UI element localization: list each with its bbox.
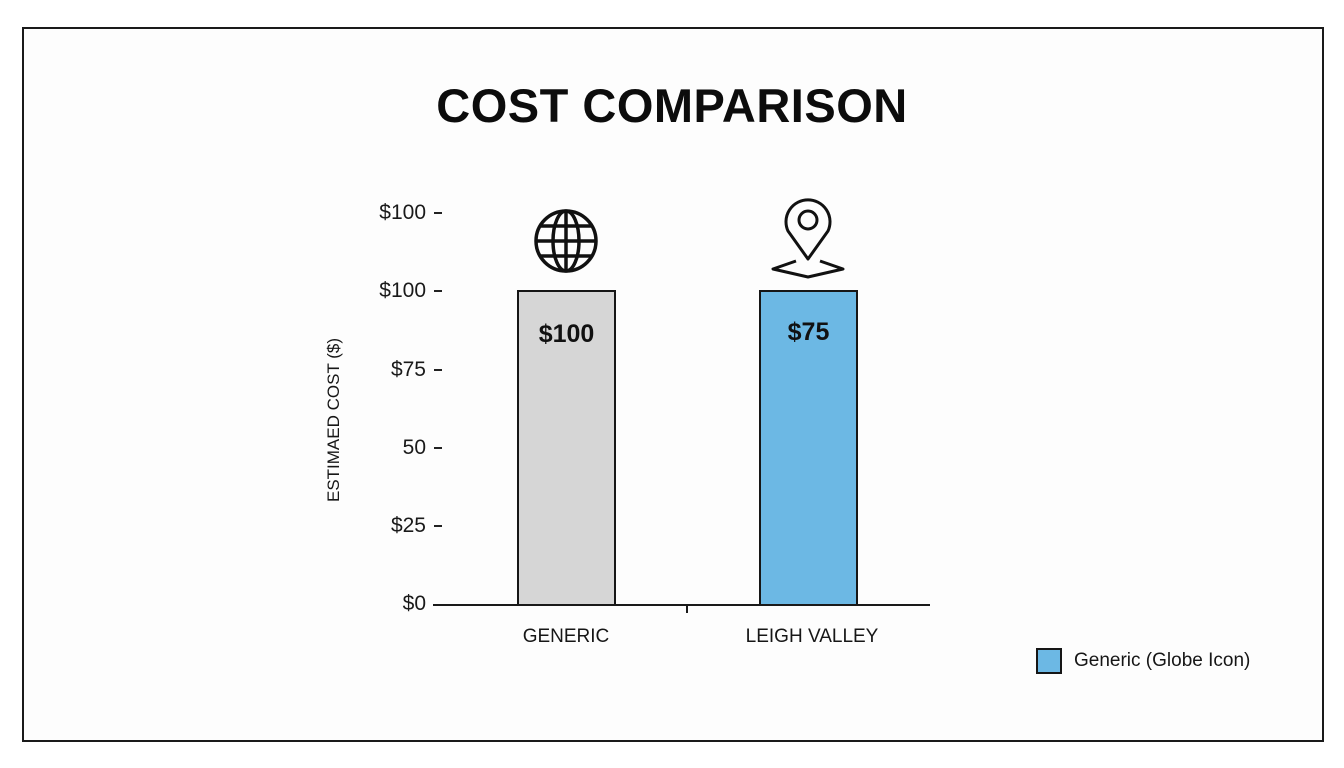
y-tick: $100	[379, 201, 426, 224]
x-axis-line	[433, 604, 930, 606]
y-tick-mark	[434, 447, 442, 449]
y-tick: $0	[402, 592, 426, 615]
map-pin-icon	[771, 198, 845, 279]
chart-frame	[22, 27, 1324, 742]
y-tick-mark	[434, 525, 442, 527]
y-tick: $100	[379, 279, 426, 302]
y-tick: $25	[390, 514, 426, 537]
bar-leigh-valley: $75	[759, 290, 858, 605]
x-category-label: LEIGH VALLEY	[745, 626, 879, 647]
y-tick-mark	[434, 212, 442, 214]
legend-label: Generic (Globe Icon)	[1074, 650, 1251, 671]
y-tick-mark	[434, 290, 442, 292]
y-tick: $75	[390, 358, 426, 381]
legend-swatch	[1036, 648, 1062, 674]
y-axis-label: ESTIMAED COST ($)	[324, 337, 343, 503]
y-tick-mark	[434, 369, 442, 371]
chart-title: COST COMPARISON	[436, 79, 908, 132]
globe-icon	[534, 209, 598, 273]
x-category-label: GENERIC	[522, 626, 610, 647]
x-axis-divider-tick	[686, 605, 688, 613]
y-tick: 50	[402, 436, 426, 459]
bar-value-label: $100	[538, 320, 595, 348]
bar-generic: $100	[517, 290, 616, 605]
bar-value-label: $75	[787, 318, 830, 346]
legend: Generic (Globe Icon)	[1036, 648, 1250, 674]
